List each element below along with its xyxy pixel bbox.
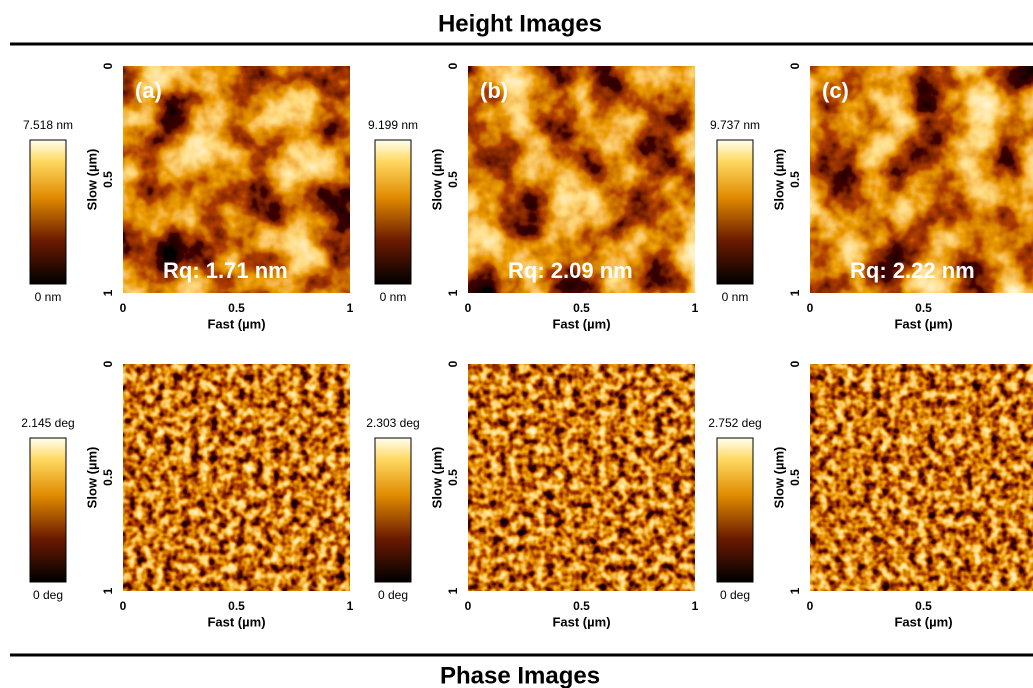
x-tick-label: 0.5 <box>573 301 590 315</box>
x-tick-label: 0.5 <box>573 599 590 613</box>
y-tick-label: 1 <box>101 587 115 594</box>
roughness: Rq: 1.71 nm <box>163 258 288 283</box>
y-tick-label: 0.5 <box>788 171 802 188</box>
colorbar-min: 0 nm <box>722 290 749 304</box>
y-axis-label: Slow (µm) <box>429 149 444 211</box>
y-tick-label: 0 <box>788 62 802 69</box>
roughness: Rq: 2.09 nm <box>508 258 633 283</box>
x-tick-label: 0 <box>807 301 814 315</box>
x-tick-label: 1 <box>347 301 354 315</box>
afm-image <box>123 364 350 591</box>
y-axis-label: Slow (µm) <box>84 149 99 211</box>
y-tick-label: 0.5 <box>446 469 460 486</box>
y-tick-label: 0 <box>788 360 802 367</box>
y-tick-label: 0 <box>446 360 460 367</box>
colorbar-max: 7.518 nm <box>23 118 73 132</box>
y-tick-label: 0.5 <box>101 469 115 486</box>
y-tick-label: 1 <box>101 289 115 296</box>
panel-label: (a) <box>135 78 162 103</box>
colorbar <box>30 438 66 582</box>
y-tick-label: 0 <box>446 62 460 69</box>
colorbar-max: 2.145 deg <box>21 416 74 430</box>
panel-label: (b) <box>480 78 508 103</box>
y-tick-label: 1 <box>788 587 802 594</box>
x-tick-label: 1 <box>692 599 699 613</box>
colorbar <box>717 438 753 582</box>
colorbar <box>375 438 411 582</box>
x-tick-label: 0 <box>120 599 127 613</box>
footer-title: Phase Images <box>440 662 600 688</box>
x-tick-label: 0 <box>120 301 127 315</box>
x-tick-label: 0 <box>465 599 472 613</box>
colorbar <box>717 140 753 284</box>
x-axis-label: Fast (µm) <box>207 614 265 629</box>
x-tick-label: 0 <box>465 301 472 315</box>
x-axis-label: Fast (µm) <box>894 316 952 331</box>
x-tick-label: 1 <box>347 599 354 613</box>
y-tick-label: 0.5 <box>101 171 115 188</box>
colorbar-min: 0 deg <box>720 588 750 602</box>
y-axis-label: Slow (µm) <box>771 447 786 509</box>
x-tick-label: 0.5 <box>915 301 932 315</box>
y-tick-label: 1 <box>788 289 802 296</box>
colorbar-max: 2.303 deg <box>366 416 419 430</box>
colorbar-max: 2.752 deg <box>708 416 761 430</box>
page: Height Images Phase Images 1 0.5 0 Slow (µm… <box>0 0 1033 688</box>
colorbar-min: 0 nm <box>35 290 62 304</box>
y-axis-label: Slow (µm) <box>84 447 99 509</box>
y-tick-label: 0.5 <box>788 469 802 486</box>
afm-image <box>468 364 695 591</box>
x-axis-label: Fast (µm) <box>207 316 265 331</box>
roughness: Rq: 2.22 nm <box>850 258 975 283</box>
panel-label: (c) <box>822 78 849 103</box>
y-axis-label: Slow (µm) <box>429 447 444 509</box>
figure: Height Images Phase Images 1 0.5 0 Slow (µm… <box>0 0 1033 688</box>
x-axis-label: Fast (µm) <box>894 614 952 629</box>
colorbar-min: 0 deg <box>33 588 63 602</box>
x-tick-label: 0 <box>807 599 814 613</box>
colorbar-min: 0 deg <box>378 588 408 602</box>
colorbar <box>375 140 411 284</box>
colorbar-min: 0 nm <box>380 290 407 304</box>
y-axis-label: Slow (µm) <box>771 149 786 211</box>
x-axis-label: Fast (µm) <box>552 614 610 629</box>
y-tick-label: 0.5 <box>446 171 460 188</box>
y-tick-label: 1 <box>446 289 460 296</box>
y-tick-label: 0 <box>101 62 115 69</box>
colorbar-max: 9.199 nm <box>368 118 418 132</box>
colorbar <box>30 140 66 284</box>
x-tick-label: 0.5 <box>915 599 932 613</box>
afm-image <box>810 364 1033 591</box>
header-title: Height Images <box>438 10 602 37</box>
x-tick-label: 0.5 <box>228 599 245 613</box>
x-tick-label: 1 <box>692 301 699 315</box>
colorbar-max: 9.737 nm <box>710 118 760 132</box>
x-tick-label: 0.5 <box>228 301 245 315</box>
x-axis-label: Fast (µm) <box>552 316 610 331</box>
y-tick-label: 0 <box>101 360 115 367</box>
y-tick-label: 1 <box>446 587 460 594</box>
